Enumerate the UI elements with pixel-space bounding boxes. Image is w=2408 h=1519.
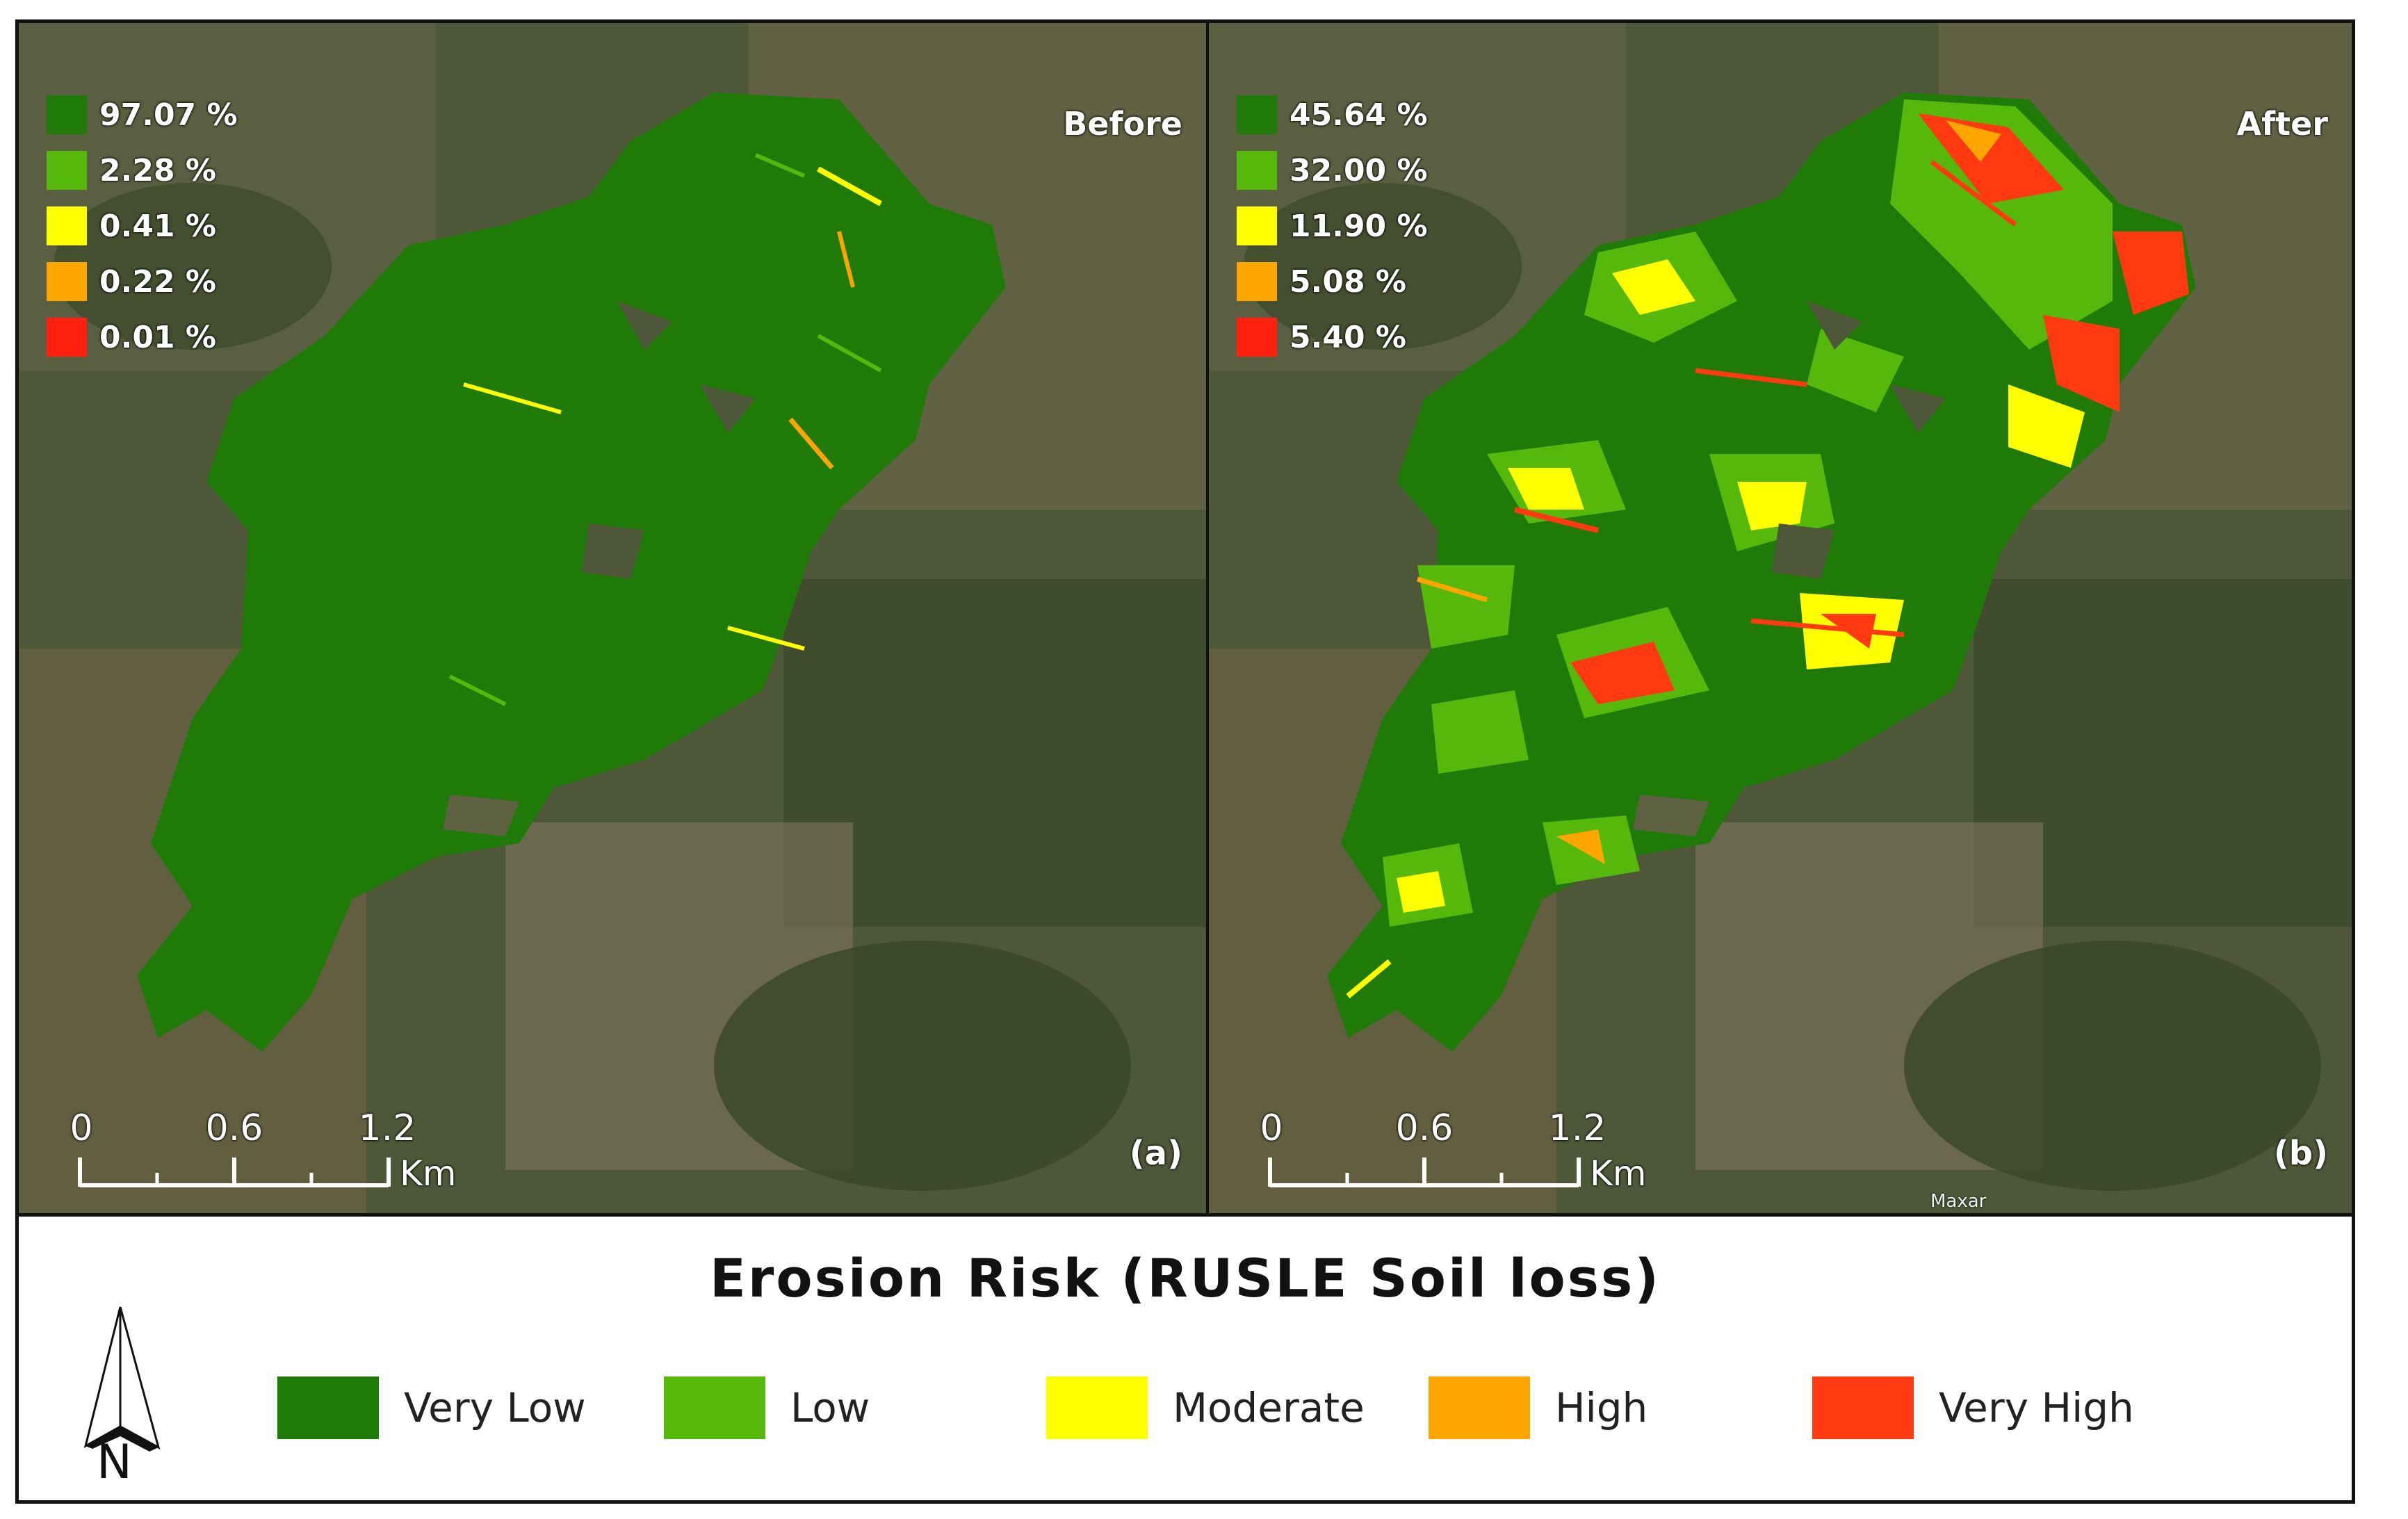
- percentage-row-low: 32.00 %: [1237, 143, 1428, 198]
- scale-bar-graphic: [78, 1157, 391, 1187]
- legend-label: Low: [790, 1384, 870, 1431]
- scale-bar: 0 0.6 1.2 Km: [47, 1107, 456, 1198]
- percentage-row-very-low: 97.07 %: [47, 87, 238, 143]
- high-swatch: [47, 262, 87, 301]
- legend-item-high: High: [1429, 1376, 1648, 1439]
- moderate-swatch: [1046, 1376, 1148, 1439]
- state-label-before: Before: [1063, 105, 1182, 143]
- percentage-row-moderate: 11.90 %: [1237, 198, 1428, 254]
- legend-label: Very Low: [404, 1384, 586, 1431]
- legend-item-low: Low: [664, 1376, 870, 1439]
- scale-tick-label: 1.2: [1548, 1107, 1606, 1149]
- very-high-swatch: [1237, 318, 1277, 357]
- satellite-basemap-after: [1209, 23, 2352, 1213]
- very-high-swatch: [1812, 1376, 1914, 1439]
- percentage-value: 32.00 %: [1290, 152, 1428, 188]
- class-percentage-legend-before: 97.07 % 2.28 % 0.41 % 0.22 % 0.01 %: [47, 87, 238, 365]
- percentage-row-high: 5.08 %: [1237, 254, 1428, 309]
- map-panel-after: 45.64 % 32.00 % 11.90 % 5.08 % 5.40 % Af…: [1209, 23, 2352, 1213]
- moderate-swatch: [1237, 206, 1277, 245]
- scale-tick-label: 0.6: [205, 1107, 263, 1149]
- satellite-basemap-before: [19, 23, 1206, 1213]
- low-swatch: [1237, 151, 1277, 190]
- legend-label: Moderate: [1173, 1384, 1365, 1431]
- very-high-swatch: [47, 318, 87, 357]
- percentage-row-high: 0.22 %: [47, 254, 238, 309]
- erosion-zone-after: [1327, 92, 2196, 1052]
- north-label: N: [97, 1435, 132, 1490]
- scale-tick-label: 0: [70, 1107, 93, 1149]
- scale-tick-label: 0: [1260, 1107, 1283, 1149]
- class-percentage-legend-after: 45.64 % 32.00 % 11.90 % 5.08 % 5.40 %: [1237, 87, 1428, 365]
- percentage-value: 2.28 %: [99, 152, 216, 188]
- panel-letter-a: (a): [1129, 1134, 1182, 1173]
- percentage-row-very-low: 45.64 %: [1237, 87, 1428, 143]
- state-label-after: After: [2236, 105, 2329, 143]
- scale-tick-label: 1.2: [358, 1107, 416, 1149]
- north-arrow-icon: [83, 1306, 161, 1452]
- legend-title: Erosion Risk (RUSLE Soil loss): [710, 1247, 1661, 1309]
- percentage-value: 45.64 %: [1290, 97, 1428, 133]
- scale-unit: Km: [400, 1153, 457, 1194]
- legend-item-moderate: Moderate: [1046, 1376, 1365, 1439]
- percentage-value: 0.01 %: [99, 319, 216, 355]
- panel-letter-b: (b): [2273, 1134, 2328, 1173]
- very-low-swatch: [47, 95, 87, 134]
- percentage-value: 0.22 %: [99, 263, 216, 300]
- moderate-swatch: [47, 206, 87, 245]
- imagery-credit: Maxar: [1930, 1191, 1987, 1212]
- percentage-value: 11.90 %: [1290, 208, 1428, 244]
- percentage-row-very-high: 5.40 %: [1237, 309, 1428, 365]
- legend-panel: Erosion Risk (RUSLE Soil loss) N Very Lo…: [19, 1213, 2352, 1500]
- legend-item-very-high: Very High: [1812, 1376, 2134, 1439]
- high-swatch: [1237, 262, 1277, 301]
- very-low-swatch: [277, 1376, 379, 1439]
- percentage-value: 5.40 %: [1290, 319, 1406, 355]
- percentage-row-moderate: 0.41 %: [47, 198, 238, 254]
- scale-bar: 0 0.6 1.2 Km: [1237, 1107, 1646, 1198]
- percentage-row-low: 2.28 %: [47, 143, 238, 198]
- map-panel-before: 97.07 % 2.28 % 0.41 % 0.22 % 0.01 % Befo…: [19, 23, 1209, 1213]
- percentage-value: 5.08 %: [1290, 263, 1406, 300]
- low-swatch: [664, 1376, 765, 1439]
- scale-bar-graphic: [1268, 1157, 1581, 1187]
- high-swatch: [1429, 1376, 1530, 1439]
- map-figure: 97.07 % 2.28 % 0.41 % 0.22 % 0.01 % Befo…: [15, 19, 2355, 1504]
- scale-unit: Km: [1590, 1153, 1647, 1194]
- percentage-row-very-high: 0.01 %: [47, 309, 238, 365]
- percentage-value: 0.41 %: [99, 208, 216, 244]
- legend-item-very-low: Very Low: [277, 1376, 586, 1439]
- erosion-zone-before: [137, 92, 1006, 1052]
- very-low-swatch: [1237, 95, 1277, 134]
- legend-label: Very High: [1939, 1384, 2134, 1431]
- percentage-value: 97.07 %: [99, 97, 238, 133]
- scale-tick-label: 0.6: [1395, 1107, 1454, 1149]
- low-swatch: [47, 151, 87, 190]
- legend-label: High: [1555, 1384, 1648, 1431]
